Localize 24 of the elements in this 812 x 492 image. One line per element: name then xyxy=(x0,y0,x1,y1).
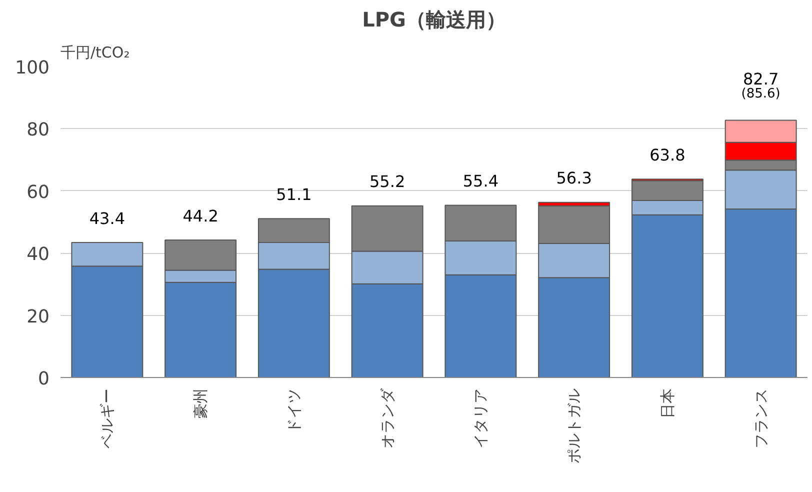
total-label: 55.2 xyxy=(370,172,406,192)
y-tick-label: 40 xyxy=(26,244,50,266)
y-axis-title: 千円/tCO₂ xyxy=(60,44,130,62)
y-tick-label: 80 xyxy=(26,120,50,141)
y-tick-label: 100 xyxy=(15,58,50,78)
total-label: 82.7 (85.6) xyxy=(741,70,780,102)
x-tick-label: 日本 xyxy=(658,388,676,418)
x-tick-label: ポルトガル xyxy=(565,388,584,464)
total-label: 51.1 xyxy=(276,184,312,204)
y-tick-label: 0 xyxy=(38,368,50,390)
x-tick-label: ベルギー xyxy=(98,388,116,448)
total-label: 44.2 xyxy=(182,206,218,226)
x-tick-label: イタリア xyxy=(472,388,490,448)
y-tick-label: 20 xyxy=(26,306,50,328)
total-label: 43.4 xyxy=(89,208,125,228)
y-tick-label: 60 xyxy=(26,182,50,203)
chart-title: LPG（輸送用） xyxy=(362,8,506,32)
total-label: 63.8 xyxy=(650,145,686,164)
x-tick-label: オランダ xyxy=(378,388,396,448)
x-tick-label: ドイツ xyxy=(284,388,303,434)
x-tick-label: フランス xyxy=(752,388,770,448)
x-tick-label: 豪州 xyxy=(192,388,210,418)
total-label: 56.3 xyxy=(556,168,592,188)
total-label: 55.4 xyxy=(462,172,498,191)
